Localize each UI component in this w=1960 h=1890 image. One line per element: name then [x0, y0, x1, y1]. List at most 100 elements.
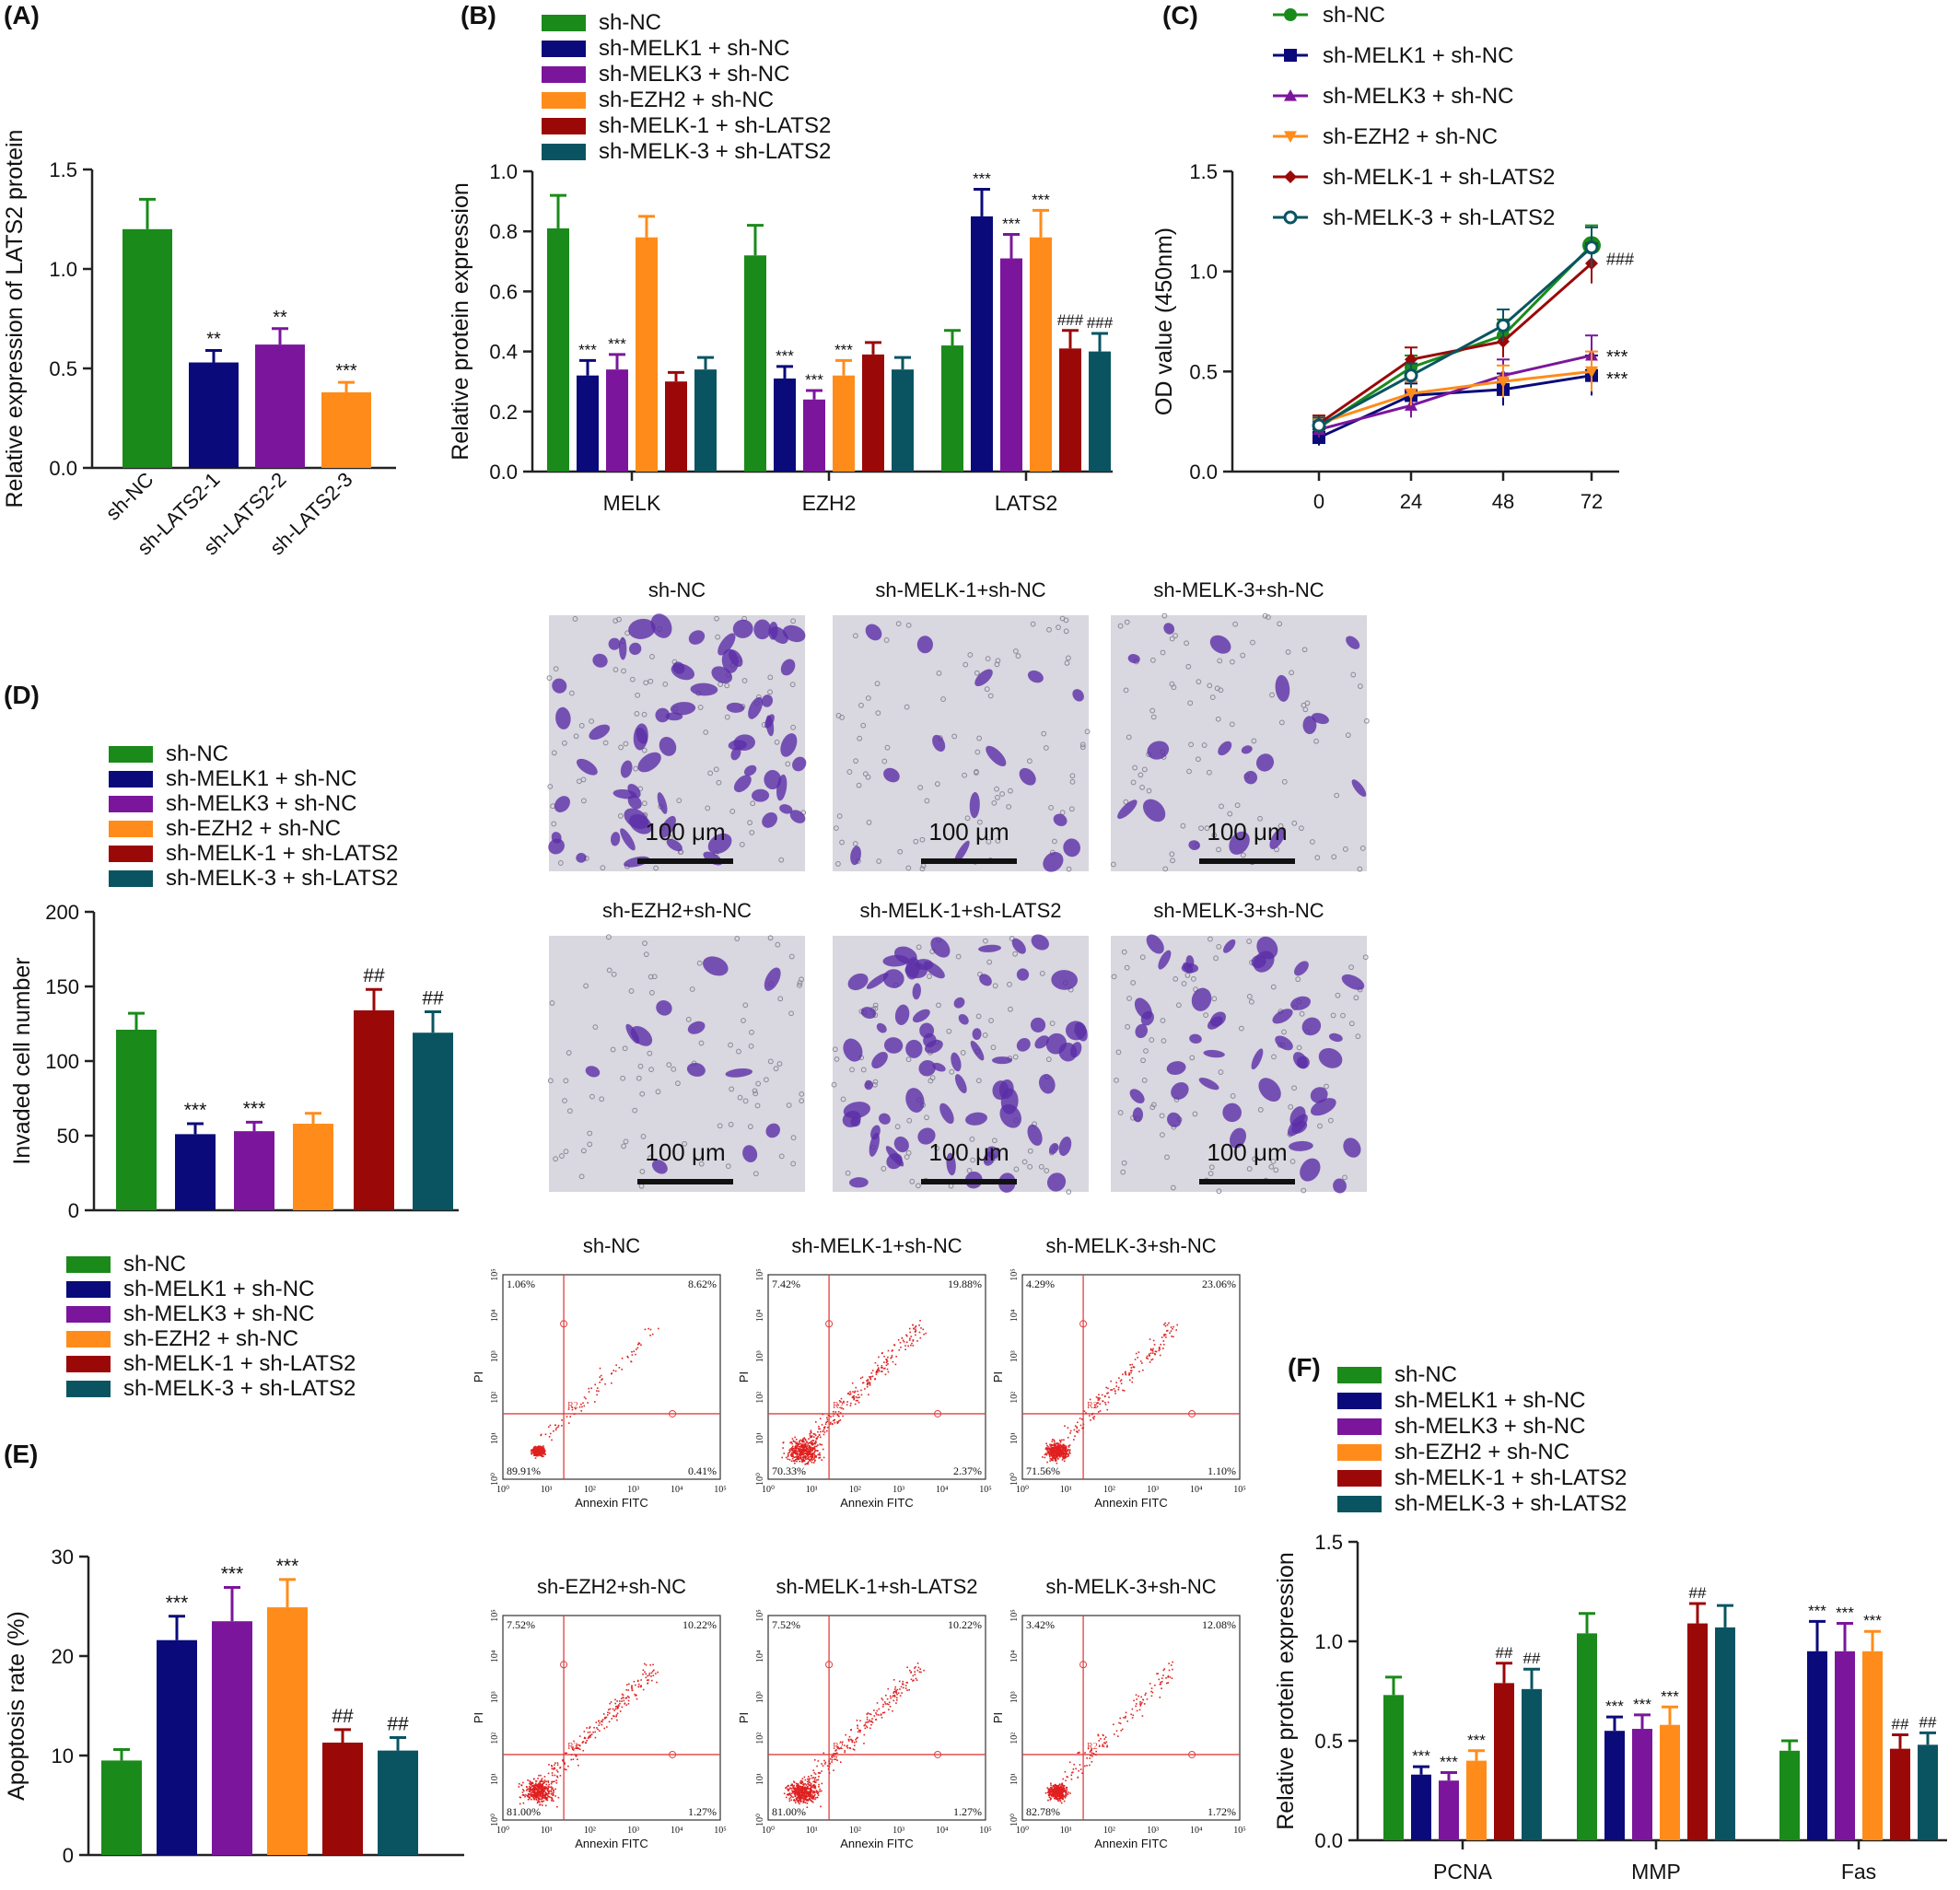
pore	[1251, 738, 1257, 744]
event-dot	[535, 1795, 538, 1798]
event-dot	[1063, 1447, 1066, 1450]
event-dot	[809, 1788, 811, 1791]
event-dot	[1104, 1743, 1106, 1744]
micrograph-image: 100 μm	[546, 613, 807, 871]
event-dot	[1066, 1452, 1068, 1454]
event-dot	[548, 1795, 550, 1798]
pore	[799, 976, 804, 983]
y-tick-label: 10⁵	[490, 1268, 500, 1281]
event-dot	[881, 1716, 883, 1719]
event-dot	[1162, 1348, 1164, 1349]
bar	[803, 399, 825, 472]
event-dot	[1164, 1334, 1167, 1336]
event-dot	[540, 1786, 542, 1788]
pore	[835, 861, 841, 867]
stained-cell	[1132, 1107, 1144, 1123]
significance-label: ***	[1606, 369, 1628, 390]
stained-cell	[576, 758, 598, 776]
quadrant-percent: 1.27%	[953, 1805, 982, 1818]
quadrant-percent: 8.62%	[688, 1278, 717, 1290]
series-line	[1318, 369, 1592, 426]
event-dot	[869, 1721, 872, 1723]
event-dot	[811, 1801, 814, 1803]
significance-label: ##	[1523, 1650, 1541, 1667]
pore	[553, 666, 559, 671]
pore	[1044, 1168, 1050, 1173]
pore	[913, 838, 919, 845]
event-dot	[1076, 1426, 1078, 1429]
pore	[874, 681, 881, 687]
event-dot	[846, 1404, 848, 1406]
event-dot	[1131, 1363, 1134, 1366]
event-dot	[542, 1784, 543, 1787]
event-dot	[574, 1754, 577, 1756]
significance-label: ###	[1057, 311, 1084, 329]
event-dot	[1136, 1709, 1138, 1712]
event-dot	[525, 1789, 528, 1791]
pore	[884, 744, 891, 751]
event-dot	[1044, 1453, 1046, 1456]
event-dot	[791, 1790, 793, 1792]
pore	[1159, 1113, 1165, 1119]
event-dot	[1044, 1448, 1047, 1450]
event-dot	[640, 1679, 642, 1681]
event-dot	[1062, 1784, 1064, 1787]
event-dot	[534, 1452, 537, 1454]
event-dot	[801, 1796, 804, 1799]
y-tick-label: 10²	[1009, 1392, 1020, 1404]
event-dot	[1055, 1453, 1057, 1456]
event-dot	[1057, 1794, 1060, 1796]
pore	[767, 1058, 774, 1065]
y-tick-label: 10⁰	[1009, 1814, 1020, 1826]
event-dot	[795, 1788, 797, 1790]
gate-handle	[1079, 1320, 1088, 1328]
event-dot	[834, 1418, 835, 1421]
event-dot	[904, 1685, 907, 1686]
pore	[774, 739, 780, 745]
event-dot	[811, 1435, 813, 1437]
event-dot	[636, 1680, 639, 1683]
event-dot	[535, 1788, 538, 1790]
bar	[1439, 1780, 1459, 1840]
pore	[1149, 1037, 1155, 1043]
stained-cell	[686, 1062, 706, 1077]
stained-cell	[1143, 799, 1166, 822]
event-dot	[1111, 1389, 1114, 1391]
micrograph-background	[549, 615, 805, 871]
event-dot	[1091, 1748, 1092, 1750]
event-dot	[836, 1759, 838, 1762]
event-dot	[1070, 1778, 1073, 1780]
event-dot	[1053, 1441, 1056, 1442]
event-dot	[1049, 1799, 1052, 1801]
event-dot	[799, 1786, 801, 1788]
event-dot	[534, 1794, 536, 1797]
pore	[697, 705, 704, 710]
pore	[1175, 1002, 1182, 1009]
event-dot	[836, 1421, 838, 1423]
event-dot	[810, 1441, 812, 1442]
event-dot	[533, 1450, 536, 1452]
significance-label: ##	[422, 988, 444, 1009]
event-dot	[597, 1728, 599, 1731]
significance-label: ***	[776, 347, 794, 365]
pore	[936, 1002, 941, 1009]
event-dot	[796, 1784, 799, 1786]
event-dot	[811, 1450, 812, 1452]
significance-label: **	[206, 330, 221, 350]
event-dot	[540, 1790, 542, 1792]
event-dot	[1059, 1784, 1061, 1786]
event-dot	[551, 1765, 554, 1768]
event-dot	[576, 1746, 578, 1748]
stained-cell	[999, 1103, 1022, 1128]
event-dot	[543, 1786, 546, 1788]
stained-cell	[1269, 827, 1286, 849]
pore	[623, 741, 629, 747]
pore	[990, 1044, 997, 1051]
event-dot	[532, 1784, 534, 1787]
pore	[639, 1168, 646, 1174]
event-dot	[902, 1680, 904, 1683]
micrograph-background	[549, 936, 805, 1192]
event-dot	[1138, 1695, 1139, 1698]
event-dot	[1099, 1397, 1101, 1399]
